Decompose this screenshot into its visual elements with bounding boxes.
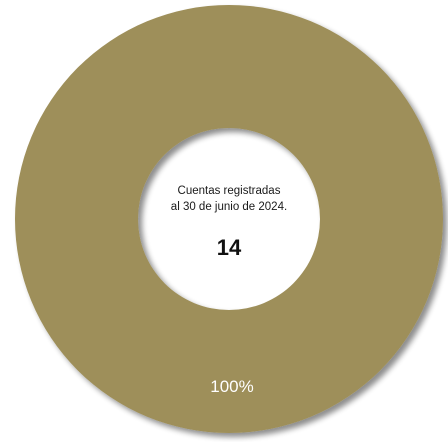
donut-slices	[15, 5, 443, 433]
center-caption-line1: Cuentas registradas	[178, 185, 281, 197]
slice-label: 100%	[210, 377, 253, 396]
center-value: 14	[217, 235, 242, 260]
donut-slice-0	[15, 5, 443, 433]
center-caption-line2: al 30 de junio de 2024.	[171, 201, 287, 213]
